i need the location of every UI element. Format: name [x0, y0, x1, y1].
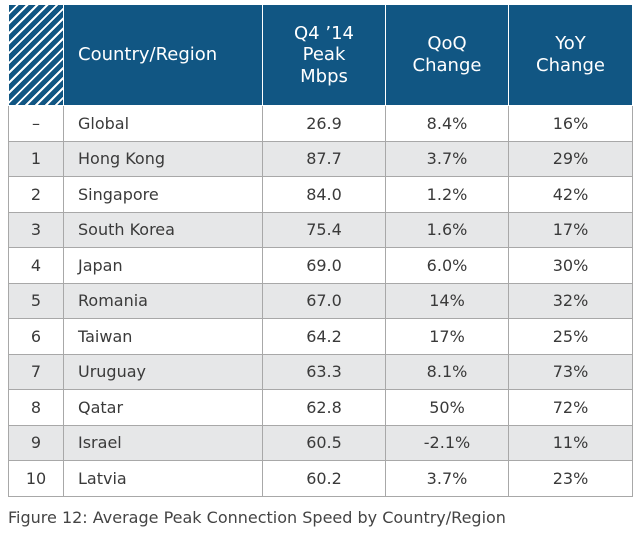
country-cell: Global — [63, 105, 263, 142]
value-cell: 72% — [508, 389, 633, 426]
value-cell: 26.9 — [262, 105, 386, 142]
country-cell: Singapore — [63, 176, 263, 213]
header-text: QoQ Change — [412, 33, 482, 76]
value-cell: 69.0 — [262, 247, 386, 284]
value-cell: 64.2 — [262, 318, 386, 355]
value-cell: 84.0 — [262, 176, 386, 213]
value-cell: 29% — [508, 140, 633, 177]
table-row: 10 Latvia 60.2 3.7% 23% — [8, 460, 633, 497]
value-cell: 9 — [8, 424, 64, 461]
header-cell: QoQ Change — [385, 5, 509, 106]
value-cell: 14% — [385, 282, 509, 319]
value-cell: 8.4% — [385, 105, 509, 142]
value-cell: 1 — [8, 140, 64, 177]
value-cell: 1.6% — [385, 211, 509, 248]
value-cell: 17% — [385, 318, 509, 355]
table-row: 5 Romania 67.0 14% 32% — [8, 282, 633, 319]
table-row: 2 Singapore 84.0 1.2% 42% — [8, 176, 633, 213]
table-row: 1 Hong Kong 87.7 3.7% 29% — [8, 140, 633, 177]
value-cell: 60.2 — [262, 460, 386, 497]
table-row: 4 Japan 69.0 6.0% 30% — [8, 247, 633, 284]
value-cell: 17% — [508, 211, 633, 248]
country-cell: Japan — [63, 247, 263, 284]
caption: Figure 12: Average Peak Connection Speed… — [8, 508, 506, 527]
country-cell: Taiwan — [63, 318, 263, 355]
value-cell: 4 — [8, 247, 64, 284]
header-text: Country/Region — [78, 44, 218, 66]
value-cell: 7 — [8, 353, 64, 390]
value-cell: 3.7% — [385, 140, 509, 177]
value-cell: 63.3 — [262, 353, 386, 390]
value-cell: 6.0% — [385, 247, 509, 284]
value-cell: 62.8 — [262, 389, 386, 426]
value-cell: 75.4 — [262, 211, 386, 248]
country-cell: Latvia — [63, 460, 263, 497]
country-cell: Qatar — [63, 389, 263, 426]
value-cell: 6 — [8, 318, 64, 355]
value-cell: 1.2% — [385, 176, 509, 213]
value-cell: 50% — [385, 389, 509, 426]
table-row: 3 South Korea 75.4 1.6% 17% — [8, 211, 633, 248]
data-table: Country/Region Q4 ’14 Peak Mbps QoQ Change… — [8, 5, 633, 497]
value-cell: 11% — [508, 424, 633, 461]
value-cell: 30% — [508, 247, 633, 284]
header-cell: Country/Region — [63, 5, 263, 106]
country-cell: South Korea — [63, 211, 263, 248]
value-cell: 23% — [508, 460, 633, 497]
table-row: 8 Qatar 62.8 50% 72% — [8, 389, 633, 426]
country-cell: Uruguay — [63, 353, 263, 390]
country-cell: Israel — [63, 424, 263, 461]
value-cell: 16% — [508, 105, 633, 142]
value-cell: 60.5 — [262, 424, 386, 461]
value-cell: 10 — [8, 460, 64, 497]
table-row: – Global 26.9 8.4% 16% — [8, 105, 633, 142]
value-cell: 8.1% — [385, 353, 509, 390]
header-corner — [8, 5, 64, 106]
value-cell: 2 — [8, 176, 64, 213]
value-cell: – — [8, 105, 64, 142]
header-row: Country/Region Q4 ’14 Peak Mbps QoQ Change… — [8, 5, 633, 106]
value-cell: 25% — [508, 318, 633, 355]
value-cell: 5 — [8, 282, 64, 319]
value-cell: 8 — [8, 389, 64, 426]
table-body: – Global 26.9 8.4% 16% 1 Hong Kong 87.7 3.7% 29% 2… — [8, 105, 633, 497]
country-cell: Hong Kong — [63, 140, 263, 177]
value-cell: 3 — [8, 211, 64, 248]
value-cell: 3.7% — [385, 460, 509, 497]
value-cell: 87.7 — [262, 140, 386, 177]
table-row: 7 Uruguay 63.3 8.1% 73% — [8, 353, 633, 390]
value-cell: 67.0 — [262, 282, 386, 319]
value-cell: -2.1% — [385, 424, 509, 461]
header-cell: Q4 ’14 Peak Mbps — [262, 5, 386, 106]
country-cell: Romania — [63, 282, 263, 319]
table-row: 6 Taiwan 64.2 17% 25% — [8, 318, 633, 355]
header-cell: YoY Change — [508, 5, 633, 106]
value-cell: 42% — [508, 176, 633, 213]
table-row: 9 Israel 60.5 -2.1% 11% — [8, 424, 633, 461]
header-text: YoY Change — [536, 33, 605, 76]
value-cell: 32% — [508, 282, 633, 319]
header-text: Q4 ’14 Peak Mbps — [294, 22, 354, 87]
value-cell: 73% — [508, 353, 633, 390]
